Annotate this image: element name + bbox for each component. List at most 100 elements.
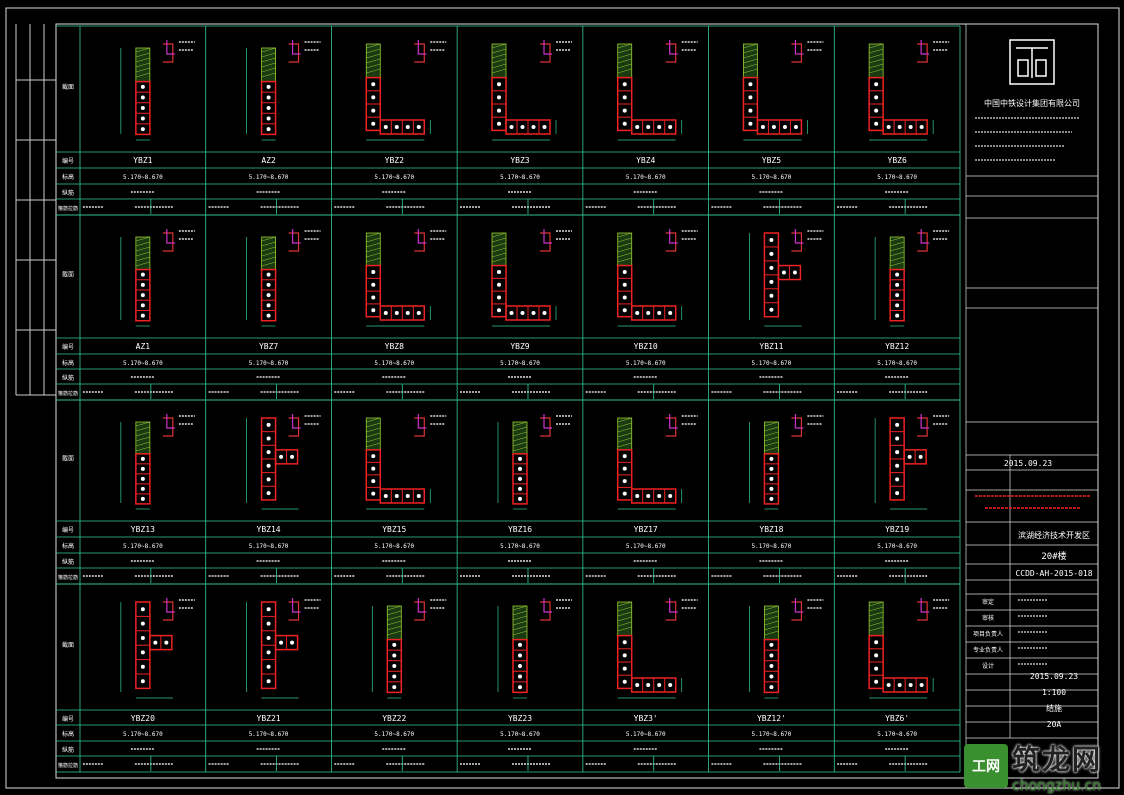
hatch-line: [617, 247, 632, 253]
rebar-dot: [622, 479, 627, 484]
row-label-id: 编号: [62, 343, 74, 351]
section-outline: [135, 268, 151, 322]
rebar-dot: [140, 313, 145, 318]
hatch-line: [764, 615, 779, 621]
hatch-line: [261, 246, 276, 252]
wall-hatch: [365, 232, 381, 266]
hatch-line: [743, 63, 758, 69]
watermark-text: 筑龙网: [1012, 743, 1103, 776]
rebar-dot: [416, 494, 421, 498]
row-label-section: 截面: [62, 83, 74, 91]
rebar-dot: [769, 685, 774, 690]
rebar-dot: [140, 127, 145, 132]
hatch-line: [135, 446, 150, 452]
hatch-line: [743, 68, 758, 74]
hatch-line: [869, 626, 884, 632]
rebar-dot: [908, 683, 913, 687]
hatch-line: [512, 610, 528, 616]
rebar-dot: [782, 125, 787, 129]
rebar-dot: [405, 494, 410, 498]
rebar-dot: [769, 456, 774, 461]
revision-date: 2015.09.23: [1030, 672, 1078, 681]
rebar-dot: [371, 295, 376, 300]
rebar-dot: [622, 95, 627, 100]
section-outline: [135, 80, 151, 136]
hatch-line: [491, 43, 507, 49]
detail-callout: [414, 598, 447, 621]
column-section-ybz12p: [749, 598, 824, 699]
row-label-elev: 标高: [62, 173, 74, 181]
column-id-label: YBZ9: [510, 342, 529, 351]
section-outline: [386, 638, 403, 694]
column-section-ybz9: [491, 229, 572, 327]
rebar-dot: [383, 494, 388, 498]
rebar-dot: [140, 621, 145, 626]
column-section-ybz18: [749, 414, 824, 510]
rebar-dot: [518, 476, 522, 481]
hatch-line: [512, 625, 528, 631]
building-name: 20#楼: [1041, 550, 1066, 562]
detail-callout: [162, 229, 195, 252]
column-section-ybz3: [491, 40, 572, 141]
column-section-ybz4: [616, 40, 698, 141]
detail-callout: [540, 40, 572, 63]
column-section-ybz7: [246, 229, 321, 327]
rebar-dot: [635, 683, 640, 687]
hatch-line: [491, 247, 507, 253]
section-outline: [512, 453, 528, 505]
rebar-dot: [622, 282, 627, 287]
elevation-label: 5.170~8.670: [626, 543, 666, 550]
column-id-label: YBZ21: [257, 714, 281, 723]
section-outline: [260, 268, 277, 322]
elevation-label: 5.170~8.670: [249, 174, 289, 181]
rebar-dot: [748, 95, 753, 100]
rebar-dot: [394, 494, 399, 498]
rebar-dot: [622, 491, 627, 496]
rebar-dot: [266, 607, 271, 612]
hatch-line: [491, 257, 507, 263]
elevation-label: 5.170~8.670: [374, 731, 414, 738]
company-name: 中国中铁设计集团有限公司: [984, 98, 1080, 108]
hatch-line: [366, 242, 381, 248]
rebar-dot: [266, 106, 271, 110]
column-id-label: YBZ12': [757, 714, 786, 723]
wall-hatch: [261, 236, 276, 270]
rebar-dot: [622, 108, 627, 113]
hatch-line: [512, 615, 528, 621]
column-id-label: AZ2: [261, 156, 276, 165]
elevation-label: 5.170~8.670: [626, 731, 666, 738]
column-section-ybz5: [742, 40, 824, 141]
column-id-label: YBZ8: [385, 342, 404, 351]
rebar-dot: [635, 311, 640, 315]
hatch-line: [366, 43, 381, 49]
hatch-line: [617, 437, 632, 443]
rebar-dot: [518, 456, 522, 461]
rebar-dot: [886, 125, 891, 129]
column-section-ybz10: [616, 229, 698, 327]
rebar-dot: [392, 664, 397, 668]
elevation-label: 5.170~8.670: [877, 543, 917, 550]
watermark: 工网 筑龙网 chongzhu.cn: [964, 737, 1124, 795]
hatch-line: [261, 251, 276, 257]
column-id-label: YBZ20: [131, 714, 155, 723]
rebar-dot: [657, 683, 662, 687]
column-id-label: YBZ4: [636, 156, 655, 165]
column-section-ybz20: [120, 598, 195, 699]
rebar-dot: [622, 653, 627, 658]
rebar-dot: [266, 650, 271, 655]
rebar-dot: [895, 463, 900, 468]
role-label: 审定: [982, 598, 994, 606]
rebar-dot: [497, 108, 501, 113]
hatch-line: [366, 257, 381, 263]
hatch-line: [617, 601, 632, 607]
hatch-line: [764, 446, 779, 452]
hatch-line: [890, 251, 905, 257]
row-label-stirrup: 箍筋拉筋: [58, 390, 78, 397]
detail-callout: [288, 229, 321, 252]
hatch-line: [890, 261, 905, 267]
rebar-dot: [290, 454, 295, 459]
hatch-line: [617, 252, 632, 258]
hatch-line: [743, 48, 758, 54]
hatch-line: [869, 606, 884, 612]
rebar-dot: [266, 303, 271, 308]
